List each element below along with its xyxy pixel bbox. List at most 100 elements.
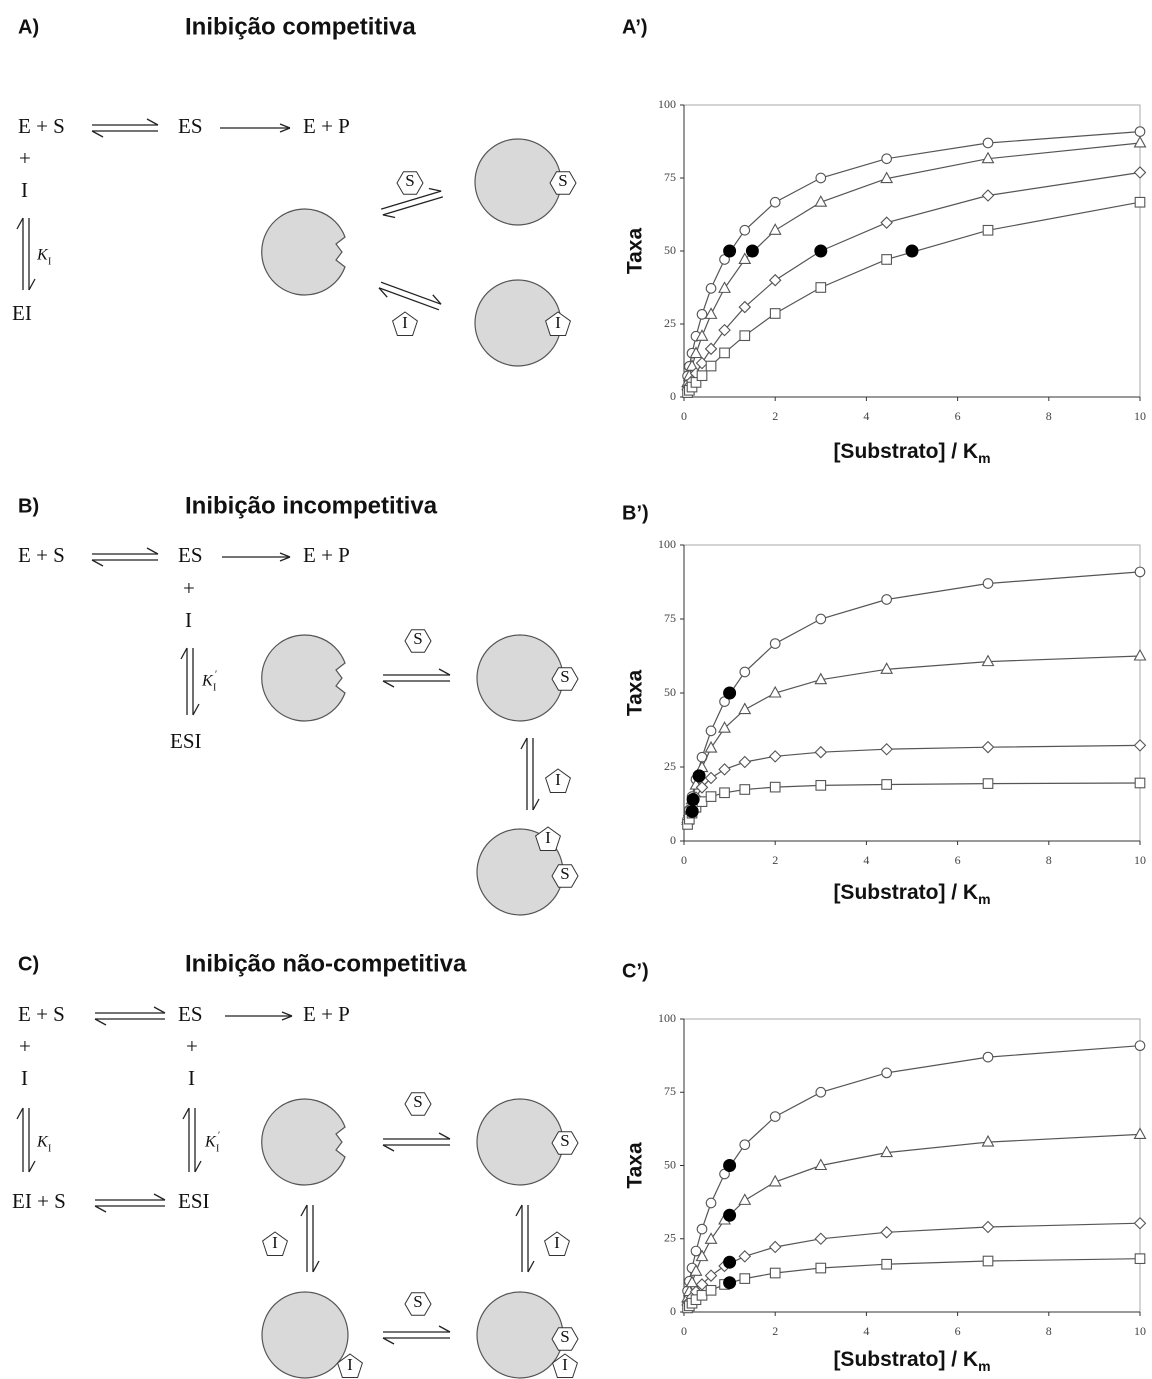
panel-label: A) [18,16,39,38]
y-tick-label: 50 [664,243,676,257]
arrow-line [281,1015,293,1021]
half-vmax-point [723,1208,737,1222]
scheme-text: ESI [170,729,202,753]
x-tick-label: 0 [681,409,687,423]
arrow-line [432,294,442,305]
arrow-line [192,703,200,716]
data-point [719,347,730,359]
scheme-text: E + P [303,1002,350,1026]
scheme-text: + [183,576,195,600]
scheme-text: K [36,1134,49,1151]
arrow-line [438,1132,451,1140]
x-axis-label-subscript: m [978,891,990,907]
data-point [718,721,731,733]
data-point [695,781,709,794]
diagram-shapes [16,118,564,1379]
enzyme [474,138,562,226]
y-axis-label: Taxa [624,228,647,275]
data-point [981,740,995,754]
data-point [718,323,731,337]
enzyme [261,1291,349,1379]
scheme-text: E + P [303,543,350,567]
arrow-line [515,1204,523,1217]
data-point [769,308,781,319]
data-point [981,654,995,667]
half-vmax-point [692,769,706,783]
arrow-line [279,556,291,562]
data-point [1133,739,1147,752]
data-point [880,1226,893,1239]
arrow-line [94,1205,107,1213]
data-point [738,300,752,314]
arrow-line [91,130,104,138]
data-point [739,330,751,342]
panel-title: Inibição não-competitiva [185,950,467,977]
data-point [696,370,708,382]
half-vmax-point [723,1255,737,1269]
data-point [769,1111,781,1122]
arrow-line [520,737,528,750]
inhibitor-shape [545,311,571,336]
scheme-text: + [19,1034,31,1058]
inhibitor-shape [535,826,561,851]
x-tick-label: 2 [772,1324,778,1338]
y-axis-label: Taxa [624,670,647,717]
substrate-shape [551,1327,579,1351]
x-tick-label: 10 [1134,409,1146,423]
series-line [687,571,1141,820]
arrow-line [380,281,442,305]
data-point [1133,1216,1147,1230]
y-tick-label: 0 [670,1304,676,1318]
data-point [705,1284,717,1296]
arrow-line [382,680,395,688]
series-line [687,142,1141,383]
substrate-shape [396,171,424,195]
half-vmax-point [723,686,737,700]
enzyme [476,634,564,722]
data-point [1134,1040,1146,1052]
x-tick-label: 0 [681,1324,687,1338]
arrow-line [438,668,451,676]
arrow-line [28,1160,36,1173]
data-point [814,745,828,759]
ligand-label: S [560,667,569,686]
scheme-text: I [48,1143,51,1154]
data-point [881,1067,892,1079]
substrate-shape [549,171,577,195]
data-point [981,1220,995,1234]
ligand-label: S [560,1327,569,1346]
data-point [981,1134,995,1147]
data-point [739,1273,751,1284]
data-point [1134,126,1146,137]
inhibitor-shape [337,1353,363,1378]
ligand-label: I [402,313,408,332]
scheme-text: + [186,1034,198,1058]
arrow-line [382,1337,395,1345]
scheme-text: K [36,247,49,264]
arrow-line [279,123,291,129]
arrow-line [312,1260,320,1273]
x-tick-label: 6 [955,853,961,867]
scheme-text: ′ [215,669,217,680]
data-point [881,1258,892,1270]
x-tick-label: 4 [863,409,869,423]
arrow-line [279,127,291,133]
data-point [981,189,995,202]
x-tick-label: 4 [863,1324,869,1338]
data-point [685,359,699,371]
half-vmax-point [723,1159,737,1172]
data-point [690,1245,702,1257]
half-vmax-point [745,244,759,258]
panel-title: Inibição competitiva [185,13,416,40]
x-tick-label: 4 [863,853,869,867]
panel-label: C) [18,953,39,975]
data-point [704,307,718,319]
arrow-line [91,559,104,567]
data-point [769,638,781,649]
data-point [696,1289,708,1301]
arrow-line [182,1107,190,1120]
series-line [687,171,1141,390]
arrow-line [16,217,24,230]
scheme-text: E + S [18,543,65,567]
x-axis-label-subscript: m [978,450,990,466]
